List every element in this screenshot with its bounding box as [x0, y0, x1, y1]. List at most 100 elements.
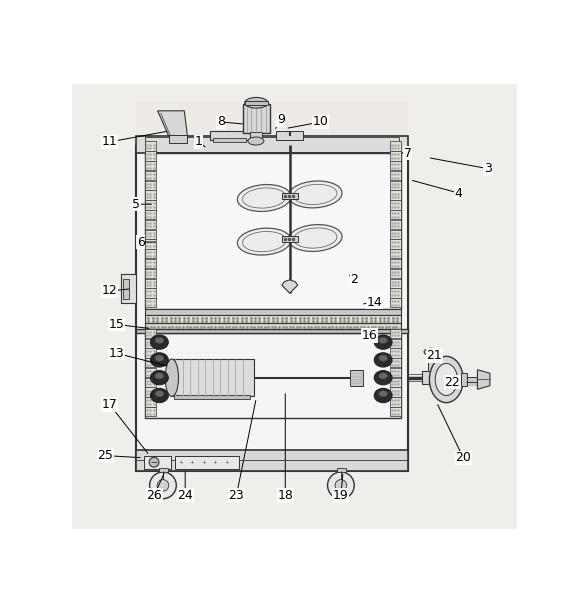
Ellipse shape	[374, 335, 392, 349]
Bar	[390, 171, 401, 180]
Bar	[145, 161, 156, 171]
Ellipse shape	[288, 181, 342, 208]
Bar	[390, 161, 401, 171]
Ellipse shape	[288, 225, 342, 251]
Bar	[390, 398, 401, 407]
Bar	[145, 323, 401, 330]
Text: 17: 17	[102, 398, 118, 411]
Bar	[145, 339, 156, 348]
Bar	[390, 378, 401, 387]
Ellipse shape	[157, 480, 169, 491]
Bar	[174, 395, 250, 399]
Text: 22: 22	[444, 376, 460, 388]
Ellipse shape	[155, 337, 164, 344]
Text: 5: 5	[132, 198, 140, 211]
Bar	[243, 104, 270, 133]
Ellipse shape	[150, 388, 168, 402]
Bar	[145, 259, 156, 268]
Bar	[245, 101, 268, 106]
Ellipse shape	[374, 353, 392, 367]
Text: 18: 18	[277, 489, 293, 502]
Bar	[213, 138, 246, 142]
Ellipse shape	[155, 355, 164, 361]
Text: +: +	[201, 459, 206, 465]
Bar	[136, 329, 408, 333]
Ellipse shape	[379, 355, 387, 361]
Bar	[390, 210, 401, 219]
Text: +: +	[224, 459, 229, 465]
Ellipse shape	[379, 337, 387, 344]
Bar	[169, 135, 188, 143]
Bar	[277, 131, 303, 140]
Bar	[145, 171, 156, 180]
Bar	[250, 132, 262, 139]
Bar	[390, 358, 401, 367]
Bar	[160, 467, 168, 472]
Ellipse shape	[165, 359, 179, 396]
Bar	[145, 398, 156, 407]
Bar	[145, 200, 156, 209]
Text: 8: 8	[217, 115, 225, 129]
Bar	[145, 229, 156, 239]
Bar	[123, 279, 129, 299]
Bar	[390, 249, 401, 259]
Text: 10: 10	[313, 115, 329, 129]
Bar	[422, 371, 440, 384]
Bar	[390, 288, 401, 297]
Text: 7: 7	[404, 146, 412, 160]
Bar	[145, 309, 401, 316]
Bar	[145, 249, 156, 259]
Ellipse shape	[424, 348, 439, 356]
Bar	[426, 352, 436, 354]
Bar	[145, 210, 156, 219]
Ellipse shape	[328, 472, 354, 499]
Ellipse shape	[150, 353, 168, 367]
Bar	[390, 151, 401, 161]
Text: 13: 13	[108, 347, 124, 360]
Bar	[282, 236, 298, 242]
Bar	[390, 259, 401, 268]
Text: 11: 11	[102, 135, 118, 149]
Ellipse shape	[150, 371, 168, 385]
Bar	[145, 138, 399, 152]
Bar	[145, 378, 156, 387]
Text: 3: 3	[484, 162, 491, 175]
Bar	[136, 450, 408, 471]
Bar	[282, 192, 298, 199]
Ellipse shape	[374, 371, 392, 385]
Text: +: +	[212, 459, 218, 465]
Bar	[145, 269, 156, 278]
Bar	[136, 136, 408, 153]
Ellipse shape	[238, 228, 291, 255]
Bar	[210, 131, 250, 140]
Ellipse shape	[335, 480, 347, 491]
Bar	[390, 348, 401, 358]
Bar	[145, 141, 156, 151]
Bar	[350, 370, 363, 385]
Bar	[337, 467, 346, 472]
Bar	[145, 279, 156, 288]
Text: +: +	[178, 459, 183, 465]
Bar	[390, 200, 401, 209]
Ellipse shape	[379, 373, 387, 379]
Text: 2: 2	[350, 273, 358, 287]
Bar	[144, 456, 170, 469]
Bar	[145, 368, 156, 378]
Bar	[145, 407, 156, 416]
Text: 16: 16	[362, 329, 378, 342]
Ellipse shape	[238, 185, 291, 211]
Ellipse shape	[245, 98, 268, 108]
Polygon shape	[158, 111, 187, 136]
Text: 23: 23	[228, 489, 244, 502]
Bar	[390, 298, 401, 307]
Bar	[145, 348, 156, 358]
Ellipse shape	[155, 373, 164, 379]
Bar	[390, 141, 401, 151]
Text: 19: 19	[333, 489, 349, 502]
Bar	[390, 387, 401, 397]
Bar	[145, 181, 156, 190]
Text: 25: 25	[97, 449, 113, 462]
Text: 26: 26	[146, 489, 162, 502]
Text: 20: 20	[455, 451, 471, 464]
Ellipse shape	[374, 388, 392, 402]
